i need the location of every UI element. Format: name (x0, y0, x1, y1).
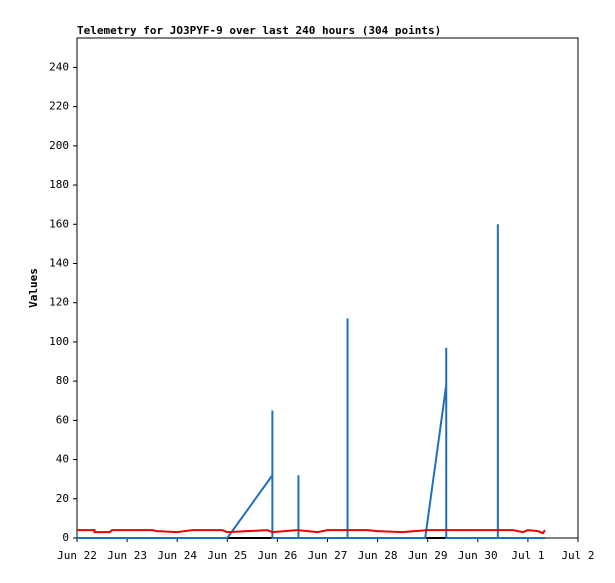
y-axis-label: Values (27, 268, 40, 308)
x-tick-label: Jul 1 (511, 549, 544, 562)
data-line (77, 224, 545, 539)
x-tick-label: Jun 23 (107, 549, 147, 562)
y-tick-label: 80 (56, 374, 69, 387)
y-tick-label: 100 (49, 335, 69, 348)
x-tick-label: Jun 30 (458, 549, 498, 562)
x-tick-label: Jun 28 (358, 549, 398, 562)
x-tick-label: Jun 22 (57, 549, 97, 562)
y-tick-label: 20 (56, 492, 69, 505)
y-tick-label: 240 (49, 60, 69, 73)
x-tick-label: Jun 25 (207, 549, 247, 562)
y-tick-label: 40 (56, 453, 69, 466)
data-line (77, 529, 546, 535)
y-tick-label: 140 (49, 256, 69, 269)
y-tick-label: 160 (49, 217, 69, 230)
x-tick-label: Jul 2 (561, 549, 594, 562)
x-tick-label: Jun 29 (408, 549, 448, 562)
y-tick-label: 220 (49, 100, 69, 113)
x-tick-label: Jun 27 (308, 549, 348, 562)
y-tick-label: 120 (49, 296, 69, 309)
x-tick-label: Jun 26 (258, 549, 298, 562)
y-tick-label: 200 (49, 139, 69, 152)
x-tick-label: Jun 24 (157, 549, 197, 562)
y-tick-label: 60 (56, 413, 69, 426)
y-tick-label: 0 (62, 531, 69, 544)
chart-title: Telemetry for JO3PYF-9 over last 240 hou… (77, 24, 441, 37)
y-tick-label: 180 (49, 178, 69, 191)
